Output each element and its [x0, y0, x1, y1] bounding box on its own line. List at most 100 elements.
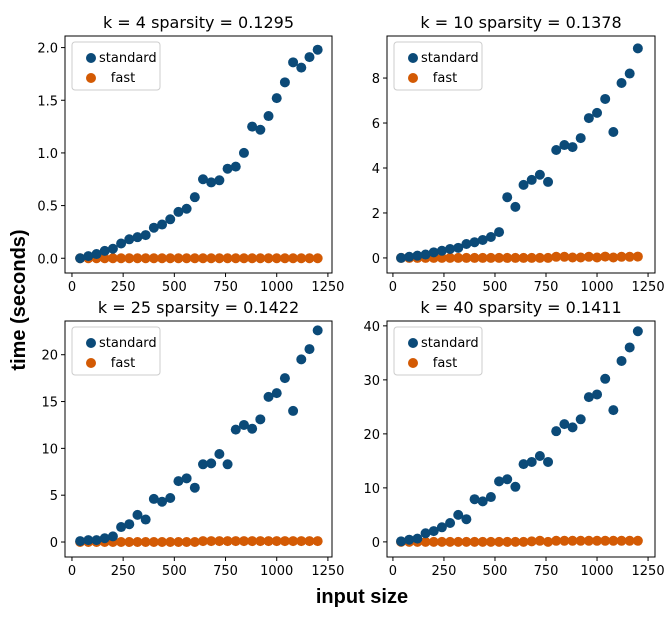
fast-point [255, 253, 266, 264]
fast-point [461, 536, 472, 547]
fast-point [494, 252, 505, 263]
standard-point [453, 509, 464, 520]
standard-point [461, 238, 472, 249]
fast-point [616, 251, 627, 262]
fast-point [181, 537, 192, 548]
standard-point [485, 232, 496, 243]
standard-point [238, 147, 249, 158]
fast-point [420, 536, 431, 547]
legend-marker-standard [86, 338, 96, 348]
standard-point [83, 535, 94, 546]
subplot-title: k = 4 sparsity = 0.1295 [103, 13, 294, 32]
fast-point [526, 536, 537, 547]
standard-point [534, 451, 545, 462]
x-tick-label: 1250 [311, 280, 344, 295]
x-tick-label: 1000 [580, 564, 613, 579]
fast-point [632, 251, 643, 262]
x-tick-label: 1250 [311, 564, 344, 579]
fast-point [296, 253, 307, 264]
standard-point [157, 219, 168, 230]
standard-point [608, 127, 619, 138]
standard-point [198, 459, 209, 470]
fast-point [312, 253, 323, 264]
fast-point [445, 252, 456, 263]
standard-point [222, 163, 233, 174]
y-tick-label: 0 [50, 536, 58, 551]
standard-point [600, 93, 611, 104]
standard-point [502, 474, 513, 485]
fast-point [296, 536, 307, 547]
standard-point [206, 458, 217, 469]
standard-point [412, 250, 423, 261]
standard-point [494, 227, 505, 238]
fast-point [526, 252, 537, 263]
standard-point [600, 373, 611, 384]
fast-point [567, 252, 578, 263]
legend-marker-standard [86, 53, 96, 63]
legend: standard fast [71, 41, 161, 91]
fast-point [116, 253, 127, 264]
fast-point [222, 536, 233, 547]
standard-point [396, 252, 407, 263]
standard-point [485, 492, 496, 503]
y-tick-label: 15 [41, 396, 58, 411]
y-tick-label: 8 [372, 72, 380, 87]
x-tick-label: 750 [534, 564, 559, 579]
standard-point [412, 533, 423, 544]
legend-marker-fast [408, 358, 418, 368]
standard-point [279, 77, 290, 88]
standard-point [312, 325, 323, 336]
standard-point [575, 414, 586, 425]
x-tick-label: 1250 [632, 564, 665, 579]
standard-point [255, 124, 266, 135]
axes-frame [386, 35, 656, 274]
standard-point [214, 448, 225, 459]
axes-frame [386, 320, 656, 558]
standard-point [624, 68, 635, 79]
standard-point [75, 253, 86, 264]
fast-point [124, 537, 135, 548]
standard-point [551, 145, 562, 156]
standard-point [230, 161, 241, 172]
standard-point [124, 519, 135, 530]
fast-point [206, 253, 217, 264]
axes-frame [64, 320, 333, 558]
y-tick-label: 5 [50, 489, 58, 504]
standard-point [567, 422, 578, 433]
standard-point [461, 514, 472, 525]
fast-point [592, 535, 603, 546]
standard-point [592, 107, 603, 118]
fast-point [453, 536, 464, 547]
legend-label-fast: fast [433, 356, 457, 371]
standard-point [304, 52, 315, 63]
standard-point [165, 214, 176, 225]
fast-point [469, 252, 480, 263]
fast-point [616, 535, 627, 546]
fast-point [583, 535, 594, 546]
subplot-4: k = 40 sparsity = 0.1411 0 250 500 750 1000 12… [363, 298, 664, 579]
fast-point [567, 535, 578, 546]
fast-point [583, 251, 594, 262]
fast-point [116, 537, 127, 548]
standard-point [83, 251, 94, 262]
standard-point [206, 177, 217, 188]
fast-point [559, 535, 570, 546]
legend-label-standard: standard [99, 51, 157, 66]
x-tick-label: 750 [213, 280, 238, 295]
standard-point [583, 113, 594, 124]
x-tick-label: 1000 [260, 280, 293, 295]
fast-point [238, 253, 249, 264]
standard-point [445, 243, 456, 254]
legend-label-fast: fast [433, 71, 457, 86]
fast-point [206, 536, 217, 547]
standard-point [263, 391, 274, 402]
y-tick-label: 0 [372, 536, 380, 551]
y-axis-label: time (seconds) [8, 229, 30, 370]
standard-point [559, 419, 570, 430]
fast-point [132, 537, 143, 548]
standard-point [543, 176, 554, 187]
standard-point [99, 245, 110, 256]
legend-label-standard: standard [421, 51, 479, 66]
standard-point [510, 201, 521, 212]
standard-point [230, 424, 241, 435]
